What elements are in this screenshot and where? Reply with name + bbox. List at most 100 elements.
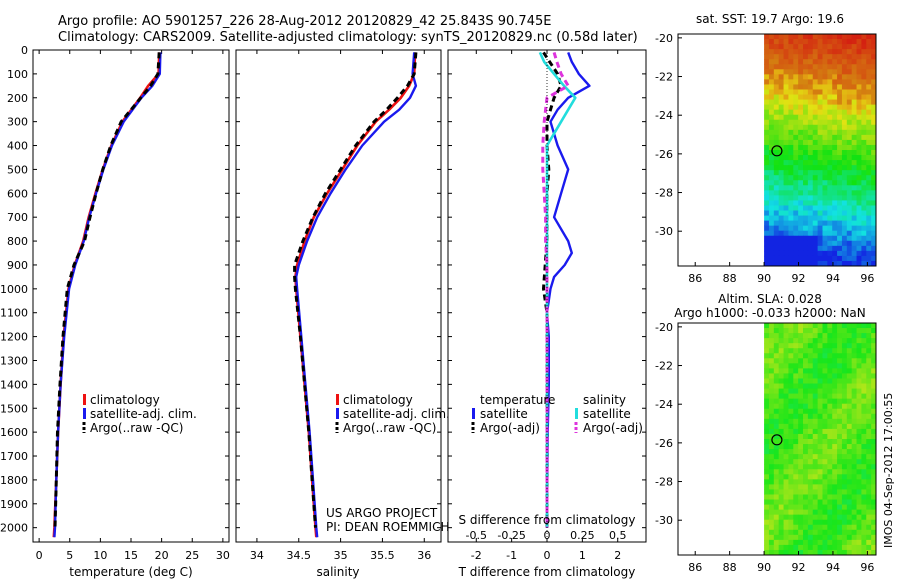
map-cell xyxy=(783,343,789,349)
map-cell xyxy=(764,373,770,379)
depth-tick-label: 200 xyxy=(7,92,28,105)
map-cell xyxy=(832,514,838,521)
map-cell xyxy=(778,353,785,359)
map-cell xyxy=(871,363,877,369)
map-cell xyxy=(783,44,789,50)
map-cell xyxy=(778,444,785,450)
map-cell xyxy=(846,220,853,227)
map-cell xyxy=(817,418,823,425)
map-cell xyxy=(803,398,809,405)
map-cell xyxy=(773,170,780,176)
map-cell xyxy=(856,155,862,161)
map-cell xyxy=(807,348,814,354)
map-cell xyxy=(841,175,848,181)
map-cell xyxy=(866,39,872,45)
map-cell xyxy=(832,403,838,410)
map-cell xyxy=(841,343,848,349)
map-cell xyxy=(812,393,819,400)
map-cell xyxy=(866,240,872,247)
map-cell xyxy=(778,54,785,60)
map-cell xyxy=(764,343,770,349)
map-cell xyxy=(764,494,770,501)
map-cell xyxy=(764,250,770,257)
map-cell xyxy=(768,89,775,96)
map-cell xyxy=(783,190,789,196)
map-cell xyxy=(764,484,770,490)
map-cell xyxy=(851,489,858,495)
map-cell xyxy=(812,240,819,247)
map-cell xyxy=(832,454,838,460)
map-cell xyxy=(827,323,833,329)
map-cell xyxy=(841,549,848,556)
map-cell xyxy=(807,459,814,465)
map-cell xyxy=(783,423,789,430)
map-cell xyxy=(856,180,862,186)
map-cell xyxy=(832,464,838,470)
depth-tick-label: 1400 xyxy=(0,378,28,391)
map-cell xyxy=(778,94,785,101)
map-cell xyxy=(856,444,862,450)
map-cell xyxy=(856,175,862,181)
map-cell xyxy=(768,358,775,364)
map-cell xyxy=(817,99,823,106)
map-cell xyxy=(861,338,867,344)
map-cell xyxy=(793,119,799,126)
depth-tick-label: 800 xyxy=(7,235,28,248)
map-cell xyxy=(832,245,838,252)
map-cell xyxy=(827,539,833,546)
map-cell xyxy=(798,150,804,156)
map-cell xyxy=(768,403,775,410)
map-cell xyxy=(807,439,814,445)
map-cell xyxy=(817,388,823,395)
map-cell xyxy=(798,240,804,247)
map-cell xyxy=(768,255,775,262)
map-cell xyxy=(783,230,789,237)
map-cell xyxy=(866,69,872,75)
map-cell xyxy=(768,504,775,511)
map-cell xyxy=(827,484,833,490)
map-cell xyxy=(822,343,828,349)
map-cell xyxy=(768,439,775,445)
map-cell xyxy=(822,59,828,65)
map-cell xyxy=(803,109,809,116)
map-cell xyxy=(817,245,823,252)
map-cell xyxy=(832,549,838,556)
map-cell xyxy=(812,418,819,425)
map-cell xyxy=(841,139,848,146)
map-cell xyxy=(832,418,838,425)
legend-swatch-climatology xyxy=(336,394,339,405)
map-cell xyxy=(866,499,872,506)
legend-label-satellite: satellite-adj. clim. xyxy=(90,407,197,421)
map-cell xyxy=(812,534,819,541)
map-cell xyxy=(807,363,814,369)
map-cell xyxy=(866,260,872,267)
map-cell xyxy=(817,124,823,131)
map-cell xyxy=(817,170,823,176)
map-cell xyxy=(841,474,848,480)
map-cell xyxy=(822,398,828,405)
map-cell xyxy=(841,378,848,385)
map-cell xyxy=(783,134,789,141)
map-cell xyxy=(807,499,814,506)
x-tick-label: 5 xyxy=(66,549,73,562)
map-cell xyxy=(822,449,828,455)
map-cell xyxy=(803,114,809,121)
map-cell xyxy=(807,444,814,450)
map-cell xyxy=(764,245,770,252)
map-cell xyxy=(846,64,853,70)
map-cell xyxy=(837,529,843,536)
map-cell xyxy=(832,479,838,485)
map-cell xyxy=(856,368,862,374)
map-cell xyxy=(851,245,858,252)
map-cell xyxy=(832,393,838,400)
map-cell xyxy=(812,94,819,101)
map-cell xyxy=(827,378,833,385)
map-cell xyxy=(812,220,819,227)
map-cell xyxy=(866,59,872,65)
map-cell xyxy=(822,160,828,166)
map-cell xyxy=(807,408,814,415)
map-cell xyxy=(812,444,819,450)
map-cell xyxy=(841,524,848,531)
map-cell xyxy=(851,210,858,217)
map-cell xyxy=(773,348,780,354)
